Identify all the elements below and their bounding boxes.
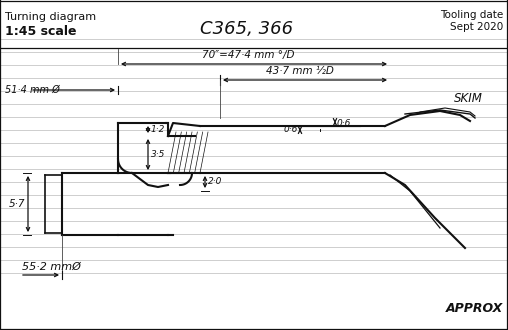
Text: 55·2 mmØ: 55·2 mmØ <box>22 262 81 272</box>
Text: 0·6: 0·6 <box>283 125 298 135</box>
Text: 0·6: 0·6 <box>337 119 352 128</box>
Text: 2·0: 2·0 <box>208 178 223 186</box>
Text: 1:45 scale: 1:45 scale <box>5 25 77 38</box>
Text: 3·5: 3·5 <box>151 150 166 159</box>
Text: 1·2: 1·2 <box>151 125 166 134</box>
Text: Tooling date: Tooling date <box>440 10 503 20</box>
Text: 70″=47·4 mm °/D: 70″=47·4 mm °/D <box>202 50 294 60</box>
Text: 43·7 mm ½D: 43·7 mm ½D <box>266 66 334 76</box>
Text: Turning diagram: Turning diagram <box>5 12 96 22</box>
Text: APPROX: APPROX <box>446 302 503 315</box>
Text: Sept 2020: Sept 2020 <box>450 22 503 32</box>
Text: SKIM: SKIM <box>454 92 483 105</box>
Text: C365, 366: C365, 366 <box>200 20 293 38</box>
Text: 5·7: 5·7 <box>9 199 25 209</box>
Text: 51·4 mm Ø: 51·4 mm Ø <box>5 85 60 95</box>
